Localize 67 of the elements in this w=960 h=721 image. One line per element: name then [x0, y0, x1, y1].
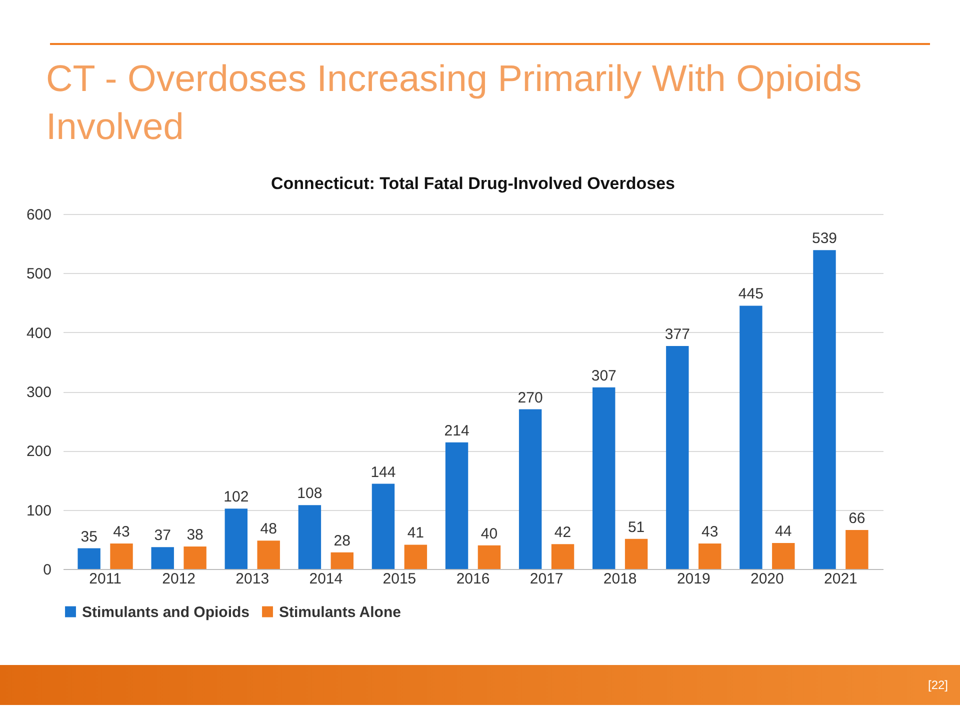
data-label: 38: [186, 526, 204, 544]
y-tick-label: 500: [26, 266, 52, 283]
data-label: 108: [297, 485, 322, 502]
x-tick-label: 2017: [530, 570, 564, 588]
bar: [372, 484, 395, 569]
data-label: 48: [260, 520, 277, 538]
data-label: 214: [444, 422, 470, 440]
bar: [330, 552, 354, 569]
x-tick-label: 2012: [162, 570, 196, 588]
data-label: 102: [224, 488, 249, 506]
bar: [666, 346, 689, 569]
bar: [184, 546, 206, 569]
data-label: 51: [628, 518, 645, 536]
bar: [592, 387, 616, 569]
bar: [298, 505, 322, 569]
legend-label: Stimulants and Opioids: [82, 604, 250, 621]
x-tick-label: 2015: [382, 570, 416, 588]
data-label: 43: [702, 524, 718, 541]
bar: [740, 306, 762, 569]
chart-subtitle: Connecticut: Total Fatal Drug-Involved Overdoses: [271, 174, 675, 193]
chart-title: CT - Overdoses Increasing Primarily With Opioids Involved: [46, 57, 863, 149]
data-label: 66: [848, 510, 866, 527]
x-tick-label: 2021: [824, 570, 858, 588]
data-label: 41: [407, 524, 424, 542]
y-tick-label: 300: [26, 384, 52, 401]
bar: [151, 547, 174, 569]
bar: [445, 442, 468, 569]
y-tick-label: 200: [26, 443, 52, 460]
bar: [698, 544, 722, 569]
data-label: 144: [370, 464, 396, 481]
data-label: 37: [154, 527, 171, 544]
bar: [518, 409, 542, 569]
bar: [404, 544, 428, 569]
data-label: 43: [113, 524, 130, 541]
bar: [772, 542, 795, 569]
x-tick-label: 2020: [750, 570, 784, 588]
data-label: 42: [554, 524, 572, 542]
bar: [110, 544, 133, 569]
y-tick-label: 100: [26, 502, 52, 520]
data-label: 270: [518, 389, 543, 406]
bar: [224, 508, 248, 569]
data-label: 28: [334, 532, 350, 550]
y-tick-label: 400: [26, 324, 52, 342]
legend-label: Stimulants Alone: [279, 604, 401, 621]
x-tick-label: 2011: [89, 570, 122, 588]
text: [22]: [928, 678, 948, 692]
bar: [257, 540, 280, 569]
bar: [624, 538, 648, 569]
bar: [813, 250, 836, 569]
y-tick-label: 600: [26, 206, 52, 224]
y-tick-label: 0: [43, 562, 52, 578]
x-tick-label: 2016: [456, 570, 490, 588]
data-label: 377: [664, 326, 690, 343]
data-label: 307: [591, 367, 616, 384]
data-label: 35: [80, 528, 98, 546]
x-tick-label: 2013: [236, 570, 270, 588]
x-tick-label: 2018: [603, 570, 637, 588]
x-tick-label: 2014: [309, 570, 343, 588]
bar: [78, 548, 100, 569]
x-tick-label: 2019: [676, 570, 710, 588]
data-label: 40: [480, 525, 498, 542]
bar: [478, 545, 501, 569]
data-label: 44: [775, 522, 792, 540]
data-label: 539: [812, 230, 838, 248]
bar: [846, 530, 868, 569]
data-label: 445: [738, 286, 764, 303]
bar: [551, 544, 574, 569]
